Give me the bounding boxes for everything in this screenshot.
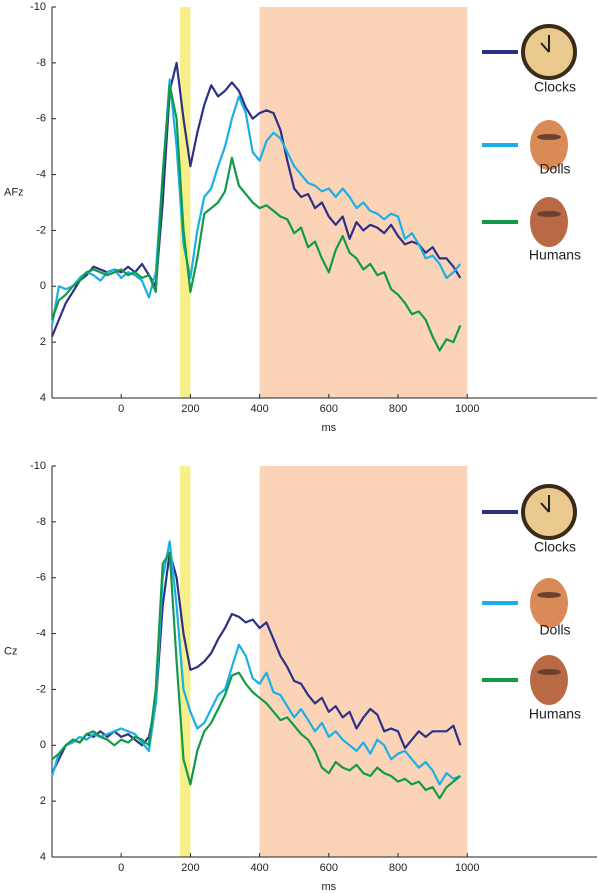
legend-icon [530,655,568,705]
x-tick-label: 800 [389,403,407,415]
legend-label: Dolls [539,161,570,177]
x-axis-label: ms [321,881,336,893]
y-tick-label: -2 [36,224,46,236]
y-tick-label: -8 [36,516,46,528]
y-tick-label: -6 [36,572,46,584]
series-line [50,540,461,786]
x-tick-label: 1000 [455,403,479,415]
shaded-region [180,7,191,398]
x-tick-label: 400 [250,862,268,874]
legend-icon [530,197,568,247]
y-tick-label: -10 [30,1,46,13]
y-axis-label: AFz [4,186,24,198]
x-tick-label: 200 [181,862,199,874]
series-line [51,551,461,800]
series-line [50,84,462,352]
legend-label: Humans [529,706,581,722]
y-axis-label: Cz [4,645,17,657]
shaded-region [180,466,191,857]
legend-label: Humans [529,247,581,263]
series-line [51,551,462,774]
y-tick-label: 4 [40,392,46,404]
x-tick-label: 200 [181,403,199,415]
x-tick-label: 0 [118,403,124,415]
y-tick-label: -8 [36,57,46,69]
series-line [50,61,462,338]
legend-icon [540,42,550,53]
legend-icon [540,502,550,513]
y-tick-label: -6 [36,113,46,125]
legend-icon [530,120,568,170]
legend-icon [537,134,561,140]
legend-label: Clocks [534,539,576,555]
panel: -10 -8 -6 -4 -2 0 2 4 0 200 400 600 800 1000 AFz ms Cloc… [4,1,597,434]
y-tick-label: 0 [40,739,46,751]
y-tick-label: -4 [36,627,46,639]
x-tick-label: 600 [320,862,338,874]
x-tick-label: 400 [250,403,268,415]
x-tick-label: 800 [389,862,407,874]
x-axis-label: ms [321,422,336,434]
legend-icon [530,578,568,628]
y-tick-label: -10 [30,460,46,472]
y-tick-label: -4 [36,168,46,180]
legend-icon [537,211,561,217]
y-tick-label: 2 [40,336,46,348]
panel: -10 -8 -6 -4 -2 0 2 4 0 200 400 600 800 1000 Cz ms Clock… [4,460,597,893]
x-tick-label: 1000 [455,862,479,874]
series-line [50,78,462,326]
y-tick-label: 2 [40,795,46,807]
x-tick-label: 600 [320,403,338,415]
y-tick-label: 4 [40,851,46,863]
y-tick-label: -2 [36,683,46,695]
legend-icon [537,592,561,598]
legend-label: Dolls [539,622,570,638]
y-tick-label: 0 [40,280,46,292]
shaded-region [259,466,468,857]
legend-icon [537,669,561,675]
x-tick-label: 0 [118,862,124,874]
legend-label: Clocks [534,79,576,95]
